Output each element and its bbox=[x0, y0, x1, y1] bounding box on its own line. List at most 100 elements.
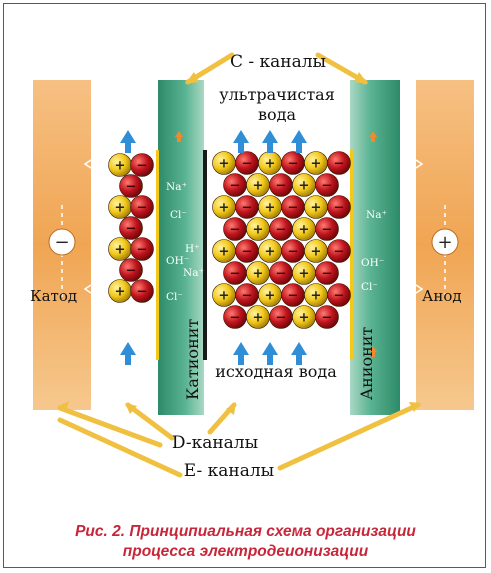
flow-arrow bbox=[120, 342, 136, 365]
source-water-label: исходная вода bbox=[215, 362, 337, 381]
bead-sign: − bbox=[276, 267, 287, 282]
bead-sign: − bbox=[230, 311, 241, 326]
anion-bead bbox=[315, 261, 339, 285]
bead-sign: + bbox=[299, 223, 310, 238]
anode-electrode bbox=[416, 80, 474, 410]
ultrapure-water-label-1: ультрачистая bbox=[219, 85, 335, 104]
ion-h-mid: H⁺ bbox=[185, 243, 200, 255]
bead-sign: − bbox=[276, 223, 287, 238]
bead-sign: + bbox=[115, 159, 126, 174]
anion-bead bbox=[327, 283, 351, 307]
anion-bead bbox=[130, 279, 154, 303]
anion-bead bbox=[315, 217, 339, 241]
bead-sign: − bbox=[334, 201, 345, 216]
anion-bead bbox=[130, 237, 154, 261]
ion-cl-left: Cl⁻ bbox=[170, 209, 187, 221]
bead-sign: + bbox=[299, 179, 310, 194]
bead-sign: − bbox=[126, 180, 137, 195]
bead-sign: − bbox=[322, 179, 333, 194]
ion-na-left: Na⁺ bbox=[166, 181, 187, 193]
bead-sign: − bbox=[126, 264, 137, 279]
flow-arrow bbox=[291, 342, 307, 365]
ion-cl-right: Cl⁻ bbox=[361, 281, 378, 293]
cation-membrane-line bbox=[203, 150, 207, 360]
flow-arrows bbox=[120, 130, 307, 365]
cathode-sign: − bbox=[54, 232, 69, 253]
figure-caption-line-2: процесса электродеионизации bbox=[122, 543, 369, 560]
bead-sign: + bbox=[311, 245, 322, 260]
anode-sign: + bbox=[437, 232, 452, 253]
bead-sign: − bbox=[276, 311, 287, 326]
bead-sign: + bbox=[219, 157, 230, 172]
bead-sign: − bbox=[288, 201, 299, 216]
bead-sign: + bbox=[253, 223, 264, 238]
bead-sign: − bbox=[288, 157, 299, 172]
small-orange-arrows bbox=[175, 131, 377, 357]
e-channels-label: E- каналы bbox=[184, 461, 274, 481]
c-channels-label: С - каналы bbox=[230, 52, 326, 72]
bead-sign: − bbox=[230, 223, 241, 238]
anion-bead bbox=[130, 153, 154, 177]
anion-bead bbox=[327, 239, 351, 263]
bead-sign: + bbox=[219, 289, 230, 304]
bead-sign: + bbox=[253, 179, 264, 194]
bead-sign: − bbox=[137, 159, 148, 174]
flow-arrow bbox=[291, 130, 307, 153]
bead-sign: + bbox=[311, 289, 322, 304]
anion-bead bbox=[119, 216, 143, 240]
bead-sign: − bbox=[288, 245, 299, 260]
bead-sign: − bbox=[230, 179, 241, 194]
bead-sign: + bbox=[115, 201, 126, 216]
anion-bead bbox=[119, 174, 143, 198]
ion-cl-mid: Cl⁻ bbox=[166, 291, 183, 303]
anion-bead bbox=[130, 195, 154, 219]
anion-membrane-line bbox=[350, 150, 353, 360]
bead-sign: − bbox=[322, 267, 333, 282]
bead-sign: + bbox=[253, 311, 264, 326]
bead-sign: − bbox=[334, 289, 345, 304]
bead-sign: − bbox=[137, 243, 148, 258]
notches bbox=[83, 159, 424, 294]
bead-sign: + bbox=[219, 245, 230, 260]
bead-sign: + bbox=[265, 289, 276, 304]
pointer-heads bbox=[57, 72, 421, 415]
d-channels-label: D-каналы bbox=[172, 433, 258, 453]
anion-membrane-label: Анионит bbox=[357, 327, 376, 400]
bead-sign: + bbox=[219, 201, 230, 216]
anode-label: Анод bbox=[422, 287, 462, 305]
cation-membrane-label: Катионит bbox=[183, 319, 202, 400]
anion-bead bbox=[119, 258, 143, 282]
bead-sign: + bbox=[265, 157, 276, 172]
flow-arrow bbox=[233, 342, 249, 365]
cathode-label: Катод bbox=[30, 287, 77, 305]
ion-oh-mid: OH⁻ bbox=[166, 255, 189, 267]
bead-sign: + bbox=[253, 267, 264, 282]
bead-sign: − bbox=[242, 289, 253, 304]
bead-sign: − bbox=[137, 201, 148, 216]
flow-arrow bbox=[233, 130, 249, 153]
ultrapure-water-label-2: вода bbox=[258, 105, 296, 124]
bead-sign: − bbox=[230, 267, 241, 282]
bead-sign: − bbox=[334, 157, 345, 172]
bead-sign: − bbox=[242, 245, 253, 260]
anion-bead bbox=[327, 151, 351, 175]
bead-sign: − bbox=[322, 223, 333, 238]
bead-sign: + bbox=[311, 201, 322, 216]
bead-sign: − bbox=[137, 285, 148, 300]
bead-sign: − bbox=[288, 289, 299, 304]
cation-membrane-edge bbox=[156, 150, 159, 360]
bead-sign: + bbox=[115, 285, 126, 300]
figure-caption-line-1: Рис. 2. Принципиальная схема организации bbox=[75, 523, 416, 540]
cathode-electrode bbox=[33, 80, 91, 410]
flow-arrow bbox=[262, 130, 278, 153]
bead-sign: − bbox=[126, 222, 137, 237]
ion-labels: Na⁺ Cl⁻ H⁺ OH⁻ Na⁺ Cl⁻ Na⁺ OH⁻ Cl⁻ bbox=[166, 181, 387, 303]
bead-sign: − bbox=[242, 201, 253, 216]
ion-oh-right: OH⁻ bbox=[361, 257, 384, 269]
ion-exchange-beads: + −−+ −−+ −−+ −+ − + − + −− + − + −+ − + − + −− + − + −+ − + − + −−… bbox=[108, 151, 351, 329]
anion-bead bbox=[327, 195, 351, 219]
flow-arrow bbox=[120, 130, 136, 153]
bead-sign: − bbox=[322, 311, 333, 326]
bead-sign: − bbox=[242, 157, 253, 172]
